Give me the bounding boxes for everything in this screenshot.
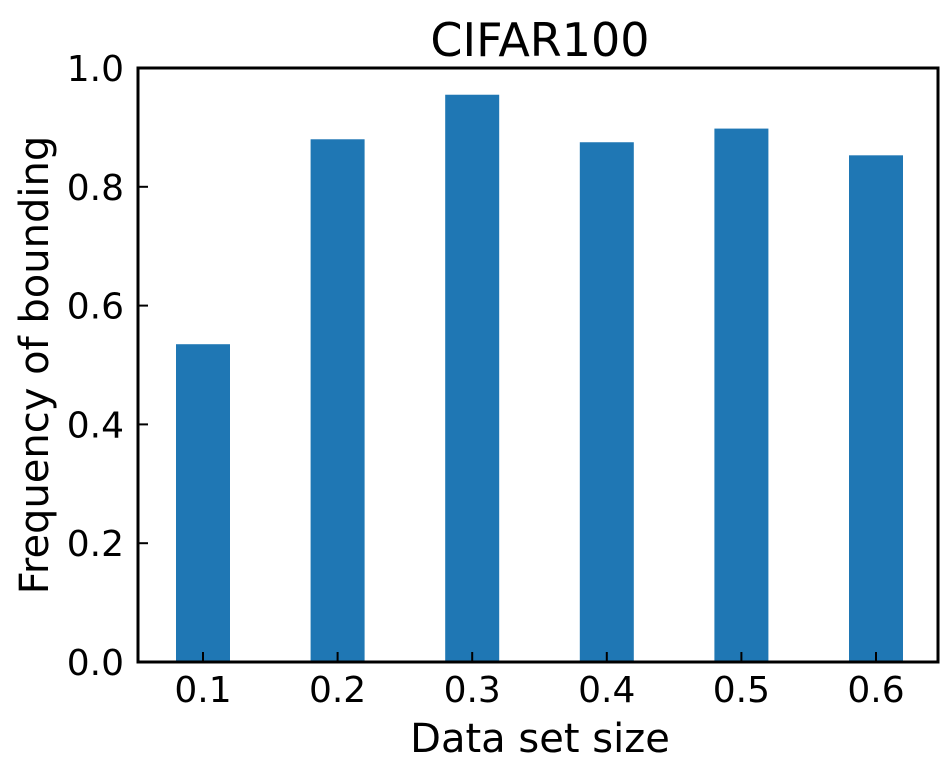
y-tick-label: 0.8 [67,168,124,209]
bars-group [176,94,903,663]
bar-0.5 [714,128,769,662]
bar-0.4 [579,142,634,662]
x-tick-label: 0.2 [309,670,366,711]
y-tick-label: 1.0 [67,49,124,90]
chart-title: CIFAR100 [430,13,649,67]
ticks-group: 0.1 0.2 0.3 0.4 0.5 0.6 0.0 0.2 0.4 0.6 0.8 1.0 [67,49,905,711]
x-tick-label: 0.1 [174,670,231,711]
y-tick-label: 0.2 [67,524,124,565]
plot-frame [136,66,940,664]
y-tick-label: 0.4 [67,405,124,446]
x-tick-label: 0.6 [847,670,904,711]
bar-0.2 [310,139,365,662]
x-tick-label: 0.4 [578,670,635,711]
bar-0.3 [445,94,500,663]
x-axis-label: Data set size [410,716,670,762]
y-tick-label: 0.6 [67,287,124,328]
x-tick-label: 0.5 [713,670,770,711]
bar-0.1 [176,344,230,662]
y-tick-label: 0.0 [67,643,124,684]
y-axis-label: Frequency of bounding [12,136,58,594]
x-tick-label: 0.3 [444,670,501,711]
bar-0.6 [849,155,903,662]
